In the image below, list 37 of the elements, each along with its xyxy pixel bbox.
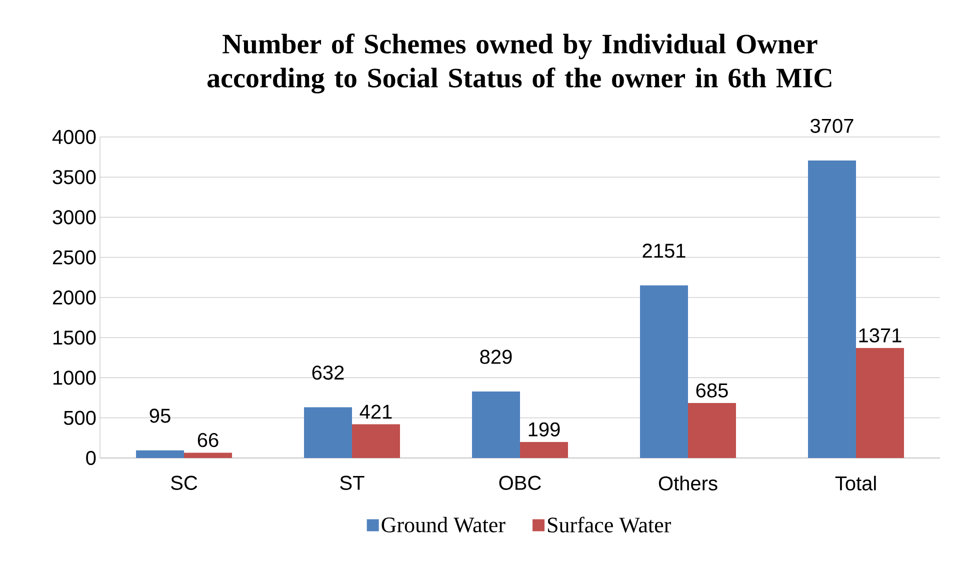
y-tick-label: 3000 <box>52 210 96 224</box>
y-tick-label: 2500 <box>52 250 96 264</box>
data-label: 2151 <box>642 244 686 258</box>
y-tick-label: 4000 <box>52 130 96 144</box>
data-label: 95 <box>150 408 170 423</box>
data-label: 199 <box>528 422 560 436</box>
y-tick-label: 1000 <box>54 370 96 385</box>
data-label: 685 <box>696 383 728 398</box>
data-label: 1371 <box>859 328 902 342</box>
bar <box>688 403 736 458</box>
x-tick-label: OBC <box>499 476 541 490</box>
x-tick-label: ST <box>340 476 364 490</box>
data-label: 632 <box>312 366 344 380</box>
chart-title: Number of Schemes owned by Individual Owner according to Social Status of the owner in 6th MIC <box>207 34 832 94</box>
legend-label: Ground Water <box>382 516 506 532</box>
bar <box>184 452 232 458</box>
y-tick-label: 0 <box>86 450 96 466</box>
bar <box>136 450 184 458</box>
bar <box>640 285 688 458</box>
x-tick-label: Total <box>835 476 876 490</box>
data-label: 421 <box>360 404 392 419</box>
bar <box>304 407 352 458</box>
bar <box>808 160 856 458</box>
data-label: 3707 <box>810 118 854 133</box>
x-tick-label: SC <box>171 476 198 490</box>
data-label: 66 <box>198 433 218 448</box>
y-tick-label: 500 <box>64 410 96 425</box>
legend-label: Surface Water <box>548 516 671 533</box>
bar <box>352 424 400 458</box>
data-label: 829 <box>480 350 512 364</box>
y-tick-label: 2000 <box>52 290 96 305</box>
y-tick-label: 3500 <box>52 170 96 184</box>
bar <box>472 391 520 458</box>
x-tick-label: Others <box>658 476 718 490</box>
bar <box>520 442 568 458</box>
y-tick-label: 1500 <box>54 330 96 345</box>
bar <box>856 348 904 458</box>
